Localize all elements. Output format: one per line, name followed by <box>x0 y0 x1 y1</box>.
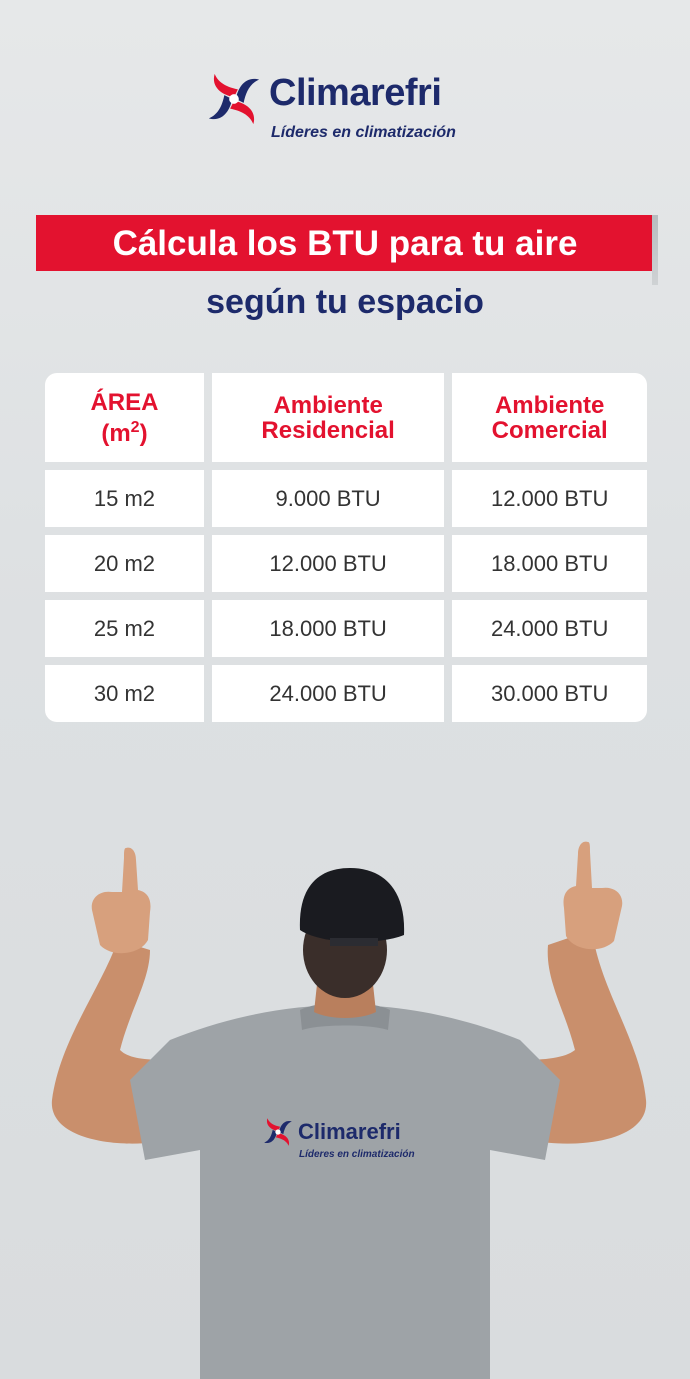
table-row: 25 m2 18.000 BTU 24.000 BTU <box>45 600 647 657</box>
cell-commercial: 18.000 BTU <box>452 535 647 592</box>
brand-tagline: Líderes en climatización <box>271 124 456 141</box>
title-banner <box>36 215 658 285</box>
header-area-label: ÁREA <box>90 388 159 416</box>
header-commercial-line1: Ambiente <box>494 391 605 419</box>
shirt-logo: Climarefri Líderes en climatización <box>262 1113 442 1163</box>
shirt-brand-tagline: Líderes en climatización <box>299 1149 415 1160</box>
table-row: 20 m2 12.000 BTU 18.000 BTU <box>45 535 647 592</box>
page-title: Cálcula los BTU para tu aire <box>112 224 578 263</box>
cell-area: 15 m2 <box>45 470 204 527</box>
header-area: ÁREA (m2) <box>45 373 204 462</box>
brand-logo: Climarefri Líderes en climatización <box>205 66 495 146</box>
header-area-unit: (m2) <box>101 418 148 447</box>
brand-name: Climarefri <box>269 72 442 114</box>
table-header-row: ÁREA (m2) Ambiente Residencial Ambiente Com… <box>45 373 647 462</box>
header-residential: Ambiente Residencial <box>211 373 445 462</box>
btu-table: ÁREA (m2) Ambiente Residencial Ambiente Com… <box>45 373 647 730</box>
header-residential-line1: Ambiente <box>273 391 383 419</box>
cell-residential: 24.000 BTU <box>211 665 445 722</box>
cell-commercial: 30.000 BTU <box>452 665 647 722</box>
header-commercial: Ambiente Comercial <box>452 373 647 462</box>
cell-residential: 18.000 BTU <box>211 600 445 657</box>
header-residential-line2: Residencial <box>261 416 395 444</box>
cell-residential: 9.000 BTU <box>211 470 445 527</box>
technician-illustration <box>51 841 647 1379</box>
page-subtitle: según tu espacio <box>206 283 484 321</box>
cell-area: 25 m2 <box>45 600 204 657</box>
cell-commercial: 12.000 BTU <box>452 470 647 527</box>
banner-fold <box>652 215 658 285</box>
cell-area: 30 m2 <box>45 665 204 722</box>
cell-commercial: 24.000 BTU <box>452 600 647 657</box>
table-row: 15 m2 9.000 BTU 12.000 BTU <box>45 470 647 527</box>
fan-swirl-icon <box>208 73 260 125</box>
cell-residential: 12.000 BTU <box>211 535 445 592</box>
header-commercial-line2: Comercial <box>491 416 608 444</box>
table-row: 30 m2 24.000 BTU 30.000 BTU <box>45 665 647 722</box>
cell-area: 20 m2 <box>45 535 204 592</box>
fan-swirl-icon <box>264 1118 292 1146</box>
shirt-brand-name: Climarefri <box>298 1119 401 1144</box>
